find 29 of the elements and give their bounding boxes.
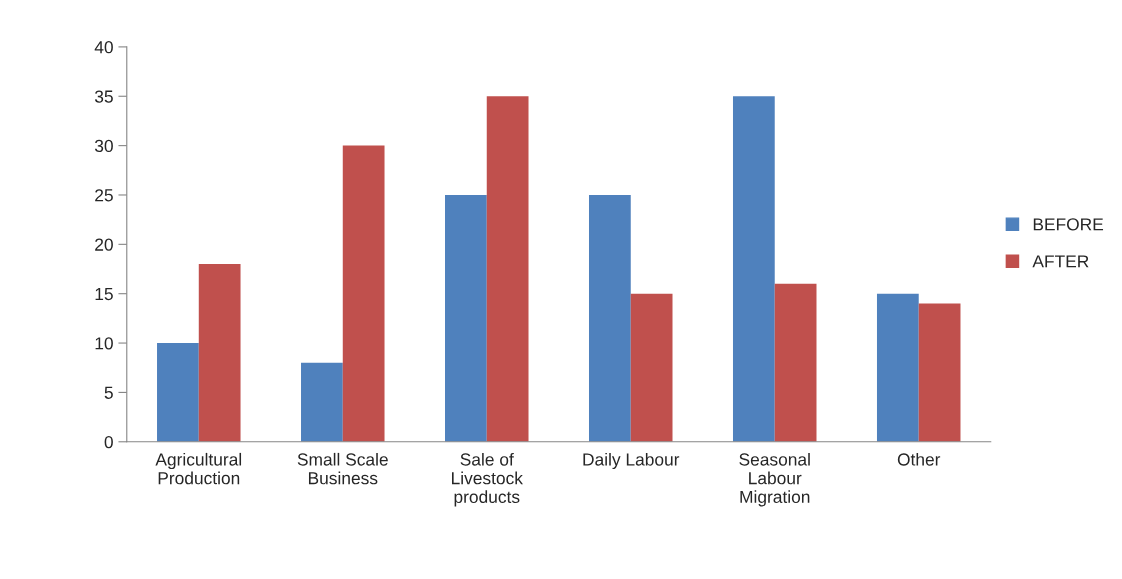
x-tick-label: Agricultural Production (155, 452, 242, 485)
y-tick-label: 25 (95, 189, 113, 202)
y-tick-label: 0 (104, 435, 113, 449)
x-tick-label: Sale of Livestock products (452, 452, 523, 507)
y-tick-label: 5 (104, 386, 113, 399)
bar (774, 283, 817, 442)
y-tick-label: 30 (94, 139, 113, 153)
bar (198, 264, 241, 442)
bar (588, 194, 631, 442)
bar (732, 96, 775, 442)
x-tick-label: Seasonal Labour Migration (739, 452, 810, 507)
bar (918, 303, 961, 442)
bar (301, 362, 343, 442)
y-tick-label: 35 (94, 90, 113, 103)
bar (876, 293, 919, 442)
legend-label: AFTER (1032, 255, 1089, 268)
y-tick-label: 15 (95, 288, 113, 301)
y-tick-label: 20 (95, 238, 113, 251)
y-tick-label: 10 (95, 337, 113, 350)
legend-label: BEFORE (1033, 218, 1104, 231)
y-tick-label: 40 (94, 41, 113, 54)
bar (342, 145, 385, 442)
bar (157, 343, 199, 442)
x-tick-label: Small Scale Business (297, 452, 388, 485)
x-tick-label: Other (897, 452, 941, 466)
x-tick-label: Daily Labour (583, 452, 680, 470)
bar (486, 96, 529, 442)
bar (630, 293, 673, 442)
bar (445, 194, 487, 442)
